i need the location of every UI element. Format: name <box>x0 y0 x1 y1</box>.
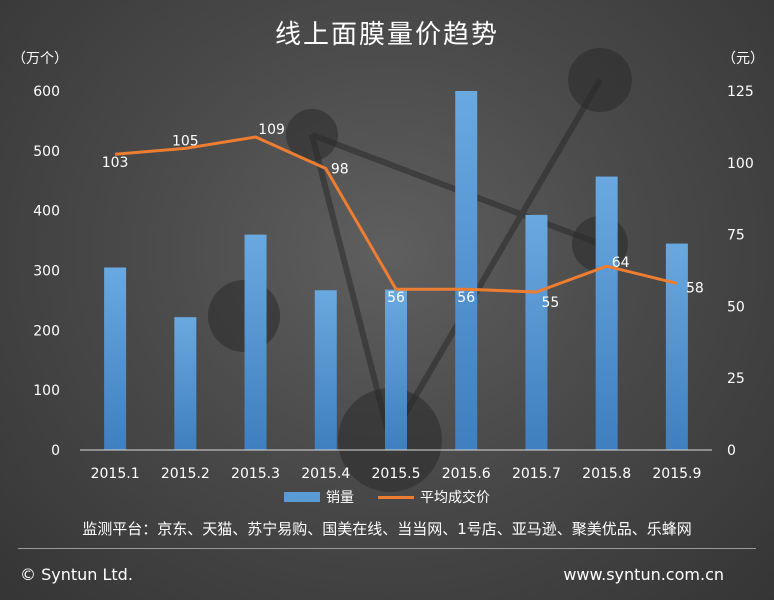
sales-bar <box>595 176 618 451</box>
sales-bar <box>455 91 478 450</box>
x-tick-label: 2015.1 <box>91 466 140 482</box>
left-tick-label: 300 <box>33 264 60 280</box>
price-data-label: 58 <box>686 280 704 296</box>
price-data-label: 55 <box>542 295 560 311</box>
price-data-label: 103 <box>102 155 129 171</box>
right-tick-label: 0 <box>727 443 736 459</box>
sales-bar <box>104 267 127 450</box>
left-y-axis: 0 100 200 300 400 500 600 <box>33 84 60 459</box>
x-tick-label: 2015.7 <box>512 466 561 482</box>
x-tick-label: 2015.2 <box>161 466 210 482</box>
legend-line-swatch <box>378 495 414 499</box>
legend-price-label: 平均成交价 <box>420 490 490 506</box>
right-tick-label: 50 <box>727 299 745 315</box>
right-y-axis: 0 25 50 75 100 125 <box>727 84 754 459</box>
left-axis-unit: （万个） <box>12 51 68 67</box>
x-tick-label: 2015.4 <box>301 466 350 482</box>
x-tick-label: 2015.5 <box>372 466 421 482</box>
x-tick-label: 2015.9 <box>652 466 701 482</box>
price-data-label: 56 <box>387 290 405 306</box>
sales-bar <box>665 243 688 450</box>
chart-legend: 销量 平均成交价 <box>0 487 774 507</box>
left-tick-label: 200 <box>33 323 60 339</box>
chart-title: 线上面膜量价趋势 <box>274 20 499 50</box>
platforms-note: 监测平台：京东、天猫、苏宁易购、国美在线、当当网、1号店、亚马逊、聚美优品、乐蜂… <box>82 520 692 538</box>
left-tick-label: 0 <box>51 443 60 459</box>
legend-sales-label: 销量 <box>326 490 354 506</box>
right-tick-label: 75 <box>727 228 745 244</box>
left-tick-label: 400 <box>33 204 60 220</box>
left-tick-label: 100 <box>33 383 60 399</box>
price-data-label: 105 <box>172 133 199 149</box>
sales-bar <box>174 317 197 450</box>
right-axis-unit: （元） <box>722 51 764 67</box>
price-data-label: 98 <box>331 162 349 178</box>
footer-divider <box>18 548 756 549</box>
sales-bars <box>104 91 688 451</box>
sales-bar <box>525 214 548 450</box>
left-tick-label: 500 <box>33 144 60 160</box>
website-link[interactable]: www.syntun.com.cn <box>563 565 724 584</box>
x-tick-label: 2015.3 <box>231 466 280 482</box>
right-tick-label: 125 <box>727 84 754 100</box>
price-data-labels: 103 105 109 98 56 56 55 64 58 <box>102 122 704 311</box>
x-tick-label: 2015.6 <box>442 466 491 482</box>
legend-bar-swatch <box>284 492 320 502</box>
price-data-label: 56 <box>457 290 475 306</box>
left-tick-label: 600 <box>33 84 60 100</box>
price-line <box>114 135 678 294</box>
copyright-text: © Syntun Ltd. <box>20 565 133 584</box>
legend-item-price: 平均成交价 <box>378 487 490 507</box>
price-data-label: 64 <box>612 255 630 271</box>
sales-bar <box>244 234 267 450</box>
sales-bar <box>385 289 407 450</box>
price-data-label: 109 <box>258 122 285 138</box>
sales-bar <box>314 290 337 450</box>
right-tick-label: 25 <box>727 371 745 387</box>
x-tick-label: 2015.8 <box>582 466 631 482</box>
legend-item-sales: 销量 <box>284 487 354 507</box>
x-axis: 2015.1 2015.2 2015.3 2015.4 2015.5 2015.6 2015… <box>91 466 702 482</box>
right-tick-label: 100 <box>727 156 754 172</box>
